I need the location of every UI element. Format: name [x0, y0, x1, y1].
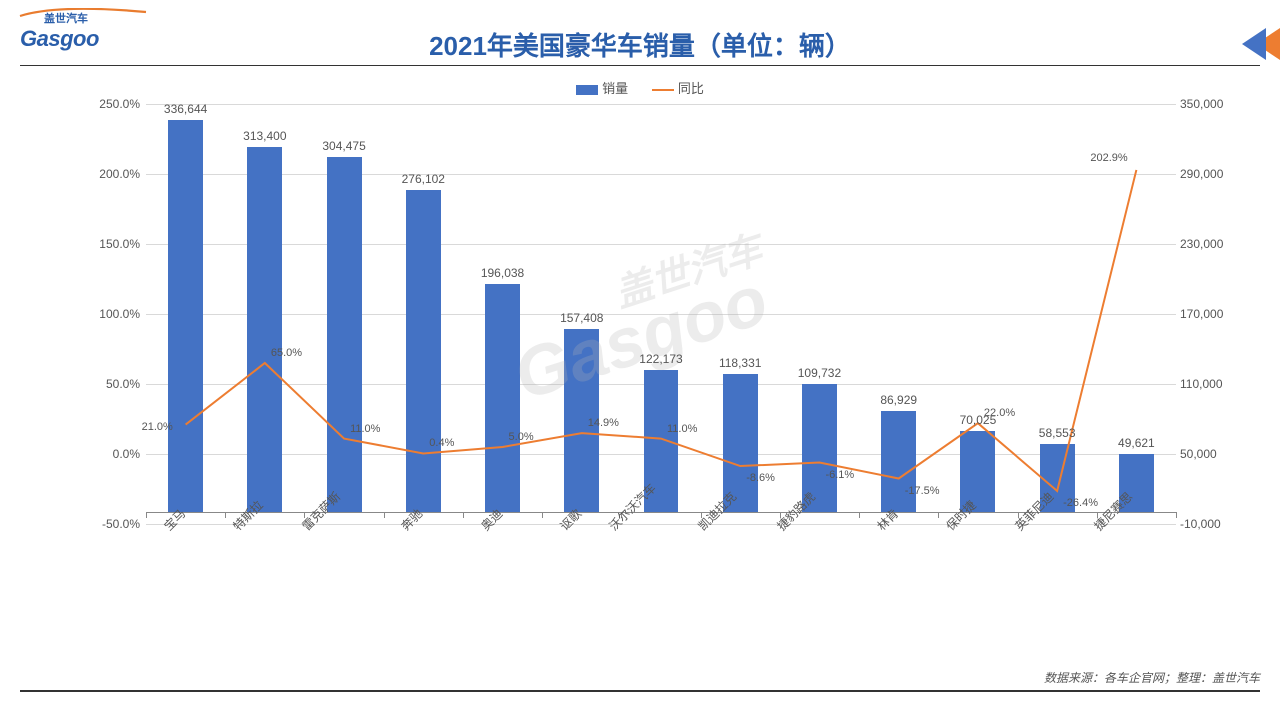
line-value-label: 14.9%: [588, 417, 619, 429]
line-value-label: -17.5%: [905, 485, 940, 497]
bar-value-label: 336,644: [164, 102, 207, 116]
y-right-label: 110,000: [1180, 377, 1240, 391]
legend-line-swatch: [652, 89, 674, 91]
y-right-label: 230,000: [1180, 237, 1240, 251]
bar-value-label: 313,400: [243, 129, 286, 143]
y-left-label: 50.0%: [86, 377, 140, 391]
y-left-label: 150.0%: [86, 237, 140, 251]
chart: -50.0%-10,0000.0%50,00050.0%110,000100.0…: [96, 104, 1206, 544]
source-text: 数据来源：各车企官网；整理：盖世汽车: [1044, 669, 1260, 686]
line-value-label: -26.4%: [1063, 497, 1098, 509]
bar-value-label: 49,621: [1118, 436, 1155, 450]
y-left-label: 250.0%: [86, 97, 140, 111]
bar-value-label: 109,732: [798, 366, 841, 380]
line-value-label: -6.1%: [825, 469, 854, 481]
bar-value-label: 304,475: [322, 139, 365, 153]
legend: 销量 同比: [0, 78, 1280, 97]
line-value-label: 21.0%: [142, 421, 173, 433]
legend-bar-swatch: [576, 85, 598, 95]
y-right-label: 350,000: [1180, 97, 1240, 111]
line-value-label: 202.9%: [1090, 152, 1127, 164]
corner-arrow-icon: [1236, 28, 1280, 65]
bar-value-label: 157,408: [560, 311, 603, 325]
page-title: 2021年美国豪华车销量（单位：辆）: [20, 26, 1260, 63]
line-value-label: -8.6%: [746, 472, 775, 484]
line-value-label: 65.0%: [271, 347, 302, 359]
bar-value-label: 196,038: [481, 266, 524, 280]
bar-value-label: 118,331: [719, 356, 762, 370]
bar-value-label: 58,553: [1039, 426, 1076, 440]
page: 盖世汽车 Gasgoo 2021年美国豪华车销量（单位：辆） 销量 同比 -50…: [0, 0, 1280, 720]
y-left-label: 0.0%: [86, 447, 140, 461]
legend-bar-label: 销量: [602, 81, 628, 96]
y-left-label: 100.0%: [86, 307, 140, 321]
line-value-label: 5.0%: [509, 431, 534, 443]
line-series: [146, 104, 1176, 524]
legend-line-label: 同比: [678, 81, 704, 96]
y-right-label: -10,000: [1180, 517, 1240, 531]
plot-area: -50.0%-10,0000.0%50,00050.0%110,000100.0…: [146, 104, 1176, 524]
footer-rule: [20, 690, 1260, 692]
y-left-label: 200.0%: [86, 167, 140, 181]
bar-value-label: 122,173: [639, 352, 682, 366]
bar-value-label: 276,102: [402, 172, 445, 186]
bar-value-label: 86,929: [880, 393, 917, 407]
line-value-label: 22.0%: [984, 407, 1015, 419]
line-value-label: 0.4%: [429, 437, 454, 449]
y-right-label: 50,000: [1180, 447, 1240, 461]
line-value-label: 11.0%: [667, 423, 697, 435]
header: 盖世汽车 Gasgoo 2021年美国豪华车销量（单位：辆）: [20, 18, 1260, 66]
y-left-label: -50.0%: [86, 517, 140, 531]
logo-swoosh-icon: [18, 8, 148, 18]
y-right-label: 290,000: [1180, 167, 1240, 181]
x-tick: [1176, 512, 1177, 518]
line-value-label: 11.0%: [350, 423, 380, 435]
y-right-label: 170,000: [1180, 307, 1240, 321]
